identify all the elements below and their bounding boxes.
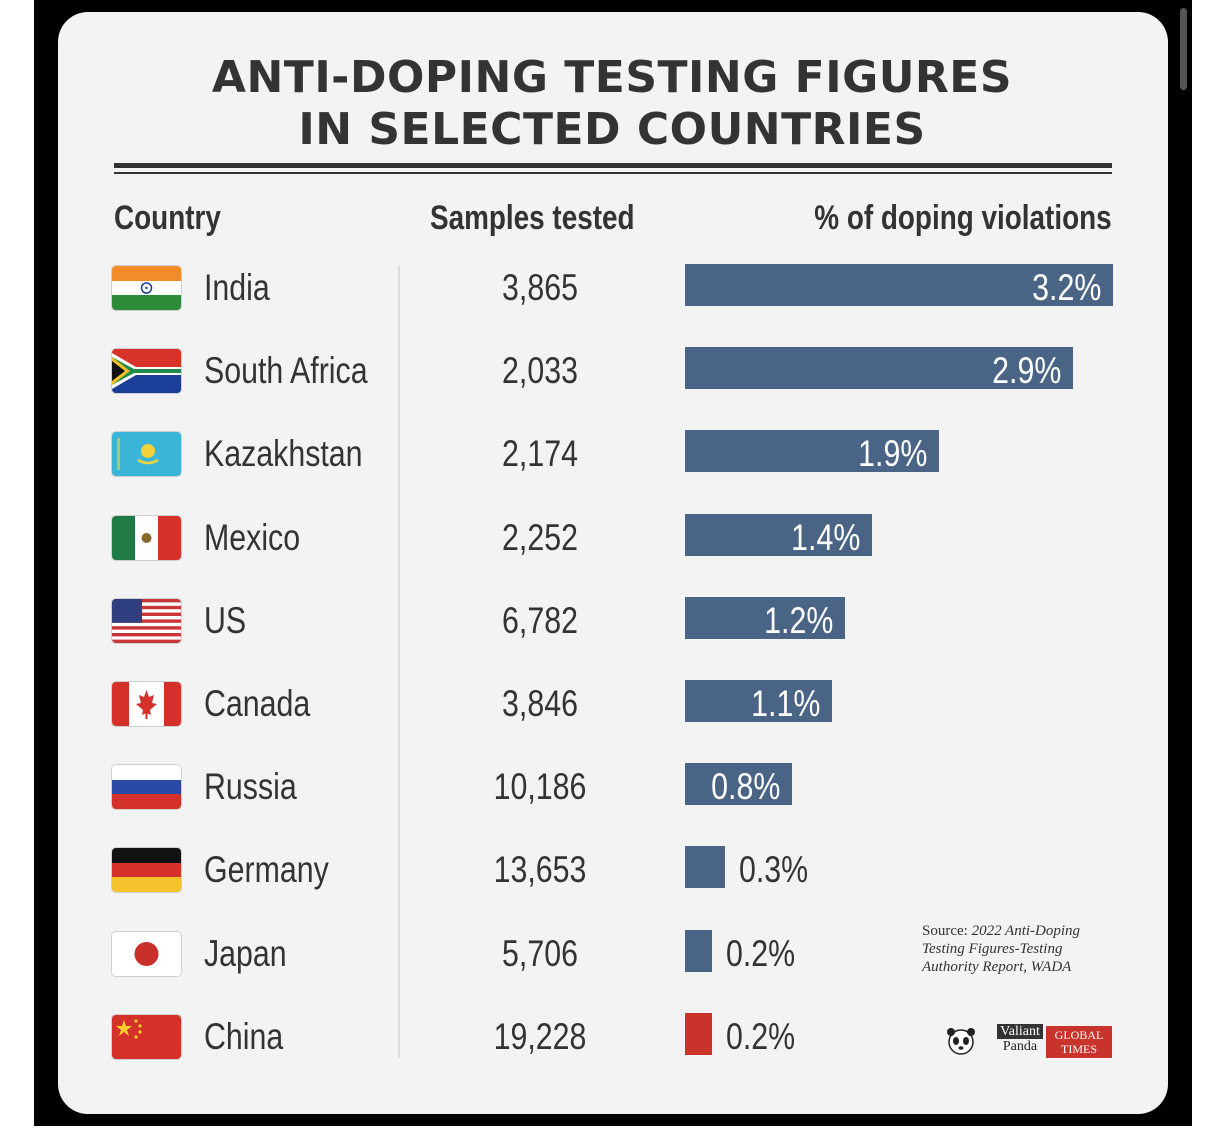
russia-flag-icon (112, 765, 181, 810)
samples-tested-value: 6,782 (502, 599, 578, 641)
violation-label: 0.8% (710, 766, 780, 808)
country-name: China (204, 1015, 284, 1057)
valiant-panda-logo: Valiant Panda (980, 1024, 1060, 1054)
violation-bar (685, 264, 1113, 306)
chart-title: ANTI-DOPING TESTING FIGURES IN SELECTED … (0, 52, 1224, 156)
violation-label: 1.2% (763, 599, 833, 641)
scrollbar-thumb[interactable] (1180, 8, 1187, 90)
title-line-2: IN SELECTED COUNTRIES (298, 104, 926, 155)
violation-label: 1.1% (750, 683, 820, 724)
table-row: Canada 3,846 1.1% (0, 680, 1224, 730)
country-name: US (204, 599, 247, 641)
south-africa-flag-icon (112, 349, 181, 394)
country-name: Kazakhstan (204, 433, 363, 475)
infographic-card (58, 12, 1168, 1114)
source-prefix: Source: (922, 923, 968, 939)
title-rule-thick (114, 163, 1112, 168)
us-flag-icon (112, 598, 181, 643)
violation-label: 0.2% (726, 932, 796, 974)
table-row: Germany 13,653 0.3% (0, 846, 1224, 896)
samples-tested-value: 3,865 (502, 267, 578, 308)
samples-tested-value: 19,228 (493, 1015, 587, 1057)
header-doping-violations: % of doping violations (814, 199, 1112, 237)
header-country: Country (114, 199, 221, 237)
china-flag-icon (112, 1014, 181, 1059)
table-row: Mexico 2,252 1.4% (0, 513, 1224, 564)
kazakhstan-flag-icon (112, 432, 181, 477)
violation-bar (685, 347, 1073, 390)
violation-bar (685, 430, 939, 473)
samples-tested-value: 13,653 (493, 849, 587, 891)
source-text: 2022 Anti-Doping Testing Figures-Testing… (922, 923, 1081, 975)
samples-tested-value: 3,846 (502, 683, 578, 724)
country-name: Russia (204, 766, 297, 808)
germany-flag-icon (112, 848, 181, 893)
table-row: US 6,782 1.2% (0, 596, 1224, 647)
global-times-logo: GLOBAL TIMES (1046, 1026, 1112, 1058)
country-name: Japan (204, 932, 287, 974)
violation-label: 1.4% (790, 516, 860, 558)
japan-flag-icon (112, 931, 181, 976)
india-flag-icon (112, 266, 181, 310)
table-row: Kazakhstan 2,174 1.9% (0, 430, 1224, 480)
violation-bar (685, 846, 725, 889)
violation-bar (685, 513, 872, 556)
violation-bar (685, 929, 712, 972)
table-row: China 19,228 0.2% (0, 1012, 1224, 1063)
panda-icon (947, 1028, 975, 1055)
table-row: India 3,865 3.2% (0, 264, 1224, 314)
title-line-1: ANTI-DOPING TESTING FIGURES (211, 52, 1013, 103)
source-note: Source: 2022 Anti-Doping Testing Figures… (922, 922, 1122, 976)
column-divider (398, 266, 400, 1058)
violation-bar (685, 680, 832, 722)
samples-tested-value: 2,033 (502, 350, 578, 392)
violation-label: 0.3% (739, 849, 809, 891)
violation-label: 2.9% (991, 350, 1061, 392)
country-name: India (204, 267, 270, 308)
violation-label: 1.9% (857, 433, 927, 475)
violation-label: 0.2% (726, 1015, 796, 1057)
table-row: Japan 5,706 0.2% (0, 929, 1224, 980)
samples-tested-value: 2,252 (502, 516, 578, 558)
violation-label: 3.2% (1031, 267, 1101, 308)
violation-bar (685, 763, 792, 806)
table-row: South Africa 2,033 2.9% (0, 347, 1224, 397)
header-samples-tested: Samples tested (430, 199, 635, 237)
samples-tested-value: 2,174 (502, 433, 578, 475)
canada-flag-icon (112, 682, 181, 726)
title-rule-thin (114, 172, 1112, 174)
samples-tested-value: 5,706 (502, 932, 578, 974)
violation-bar (685, 596, 845, 639)
country-name: Mexico (204, 516, 301, 558)
country-name: South Africa (204, 350, 368, 392)
mexico-flag-icon (112, 515, 181, 560)
table-row: Russia 10,186 0.8% (0, 763, 1224, 813)
country-name: Canada (204, 683, 311, 724)
country-name: Germany (204, 849, 329, 891)
violation-bar (685, 1012, 712, 1055)
samples-tested-value: 10,186 (493, 766, 587, 808)
